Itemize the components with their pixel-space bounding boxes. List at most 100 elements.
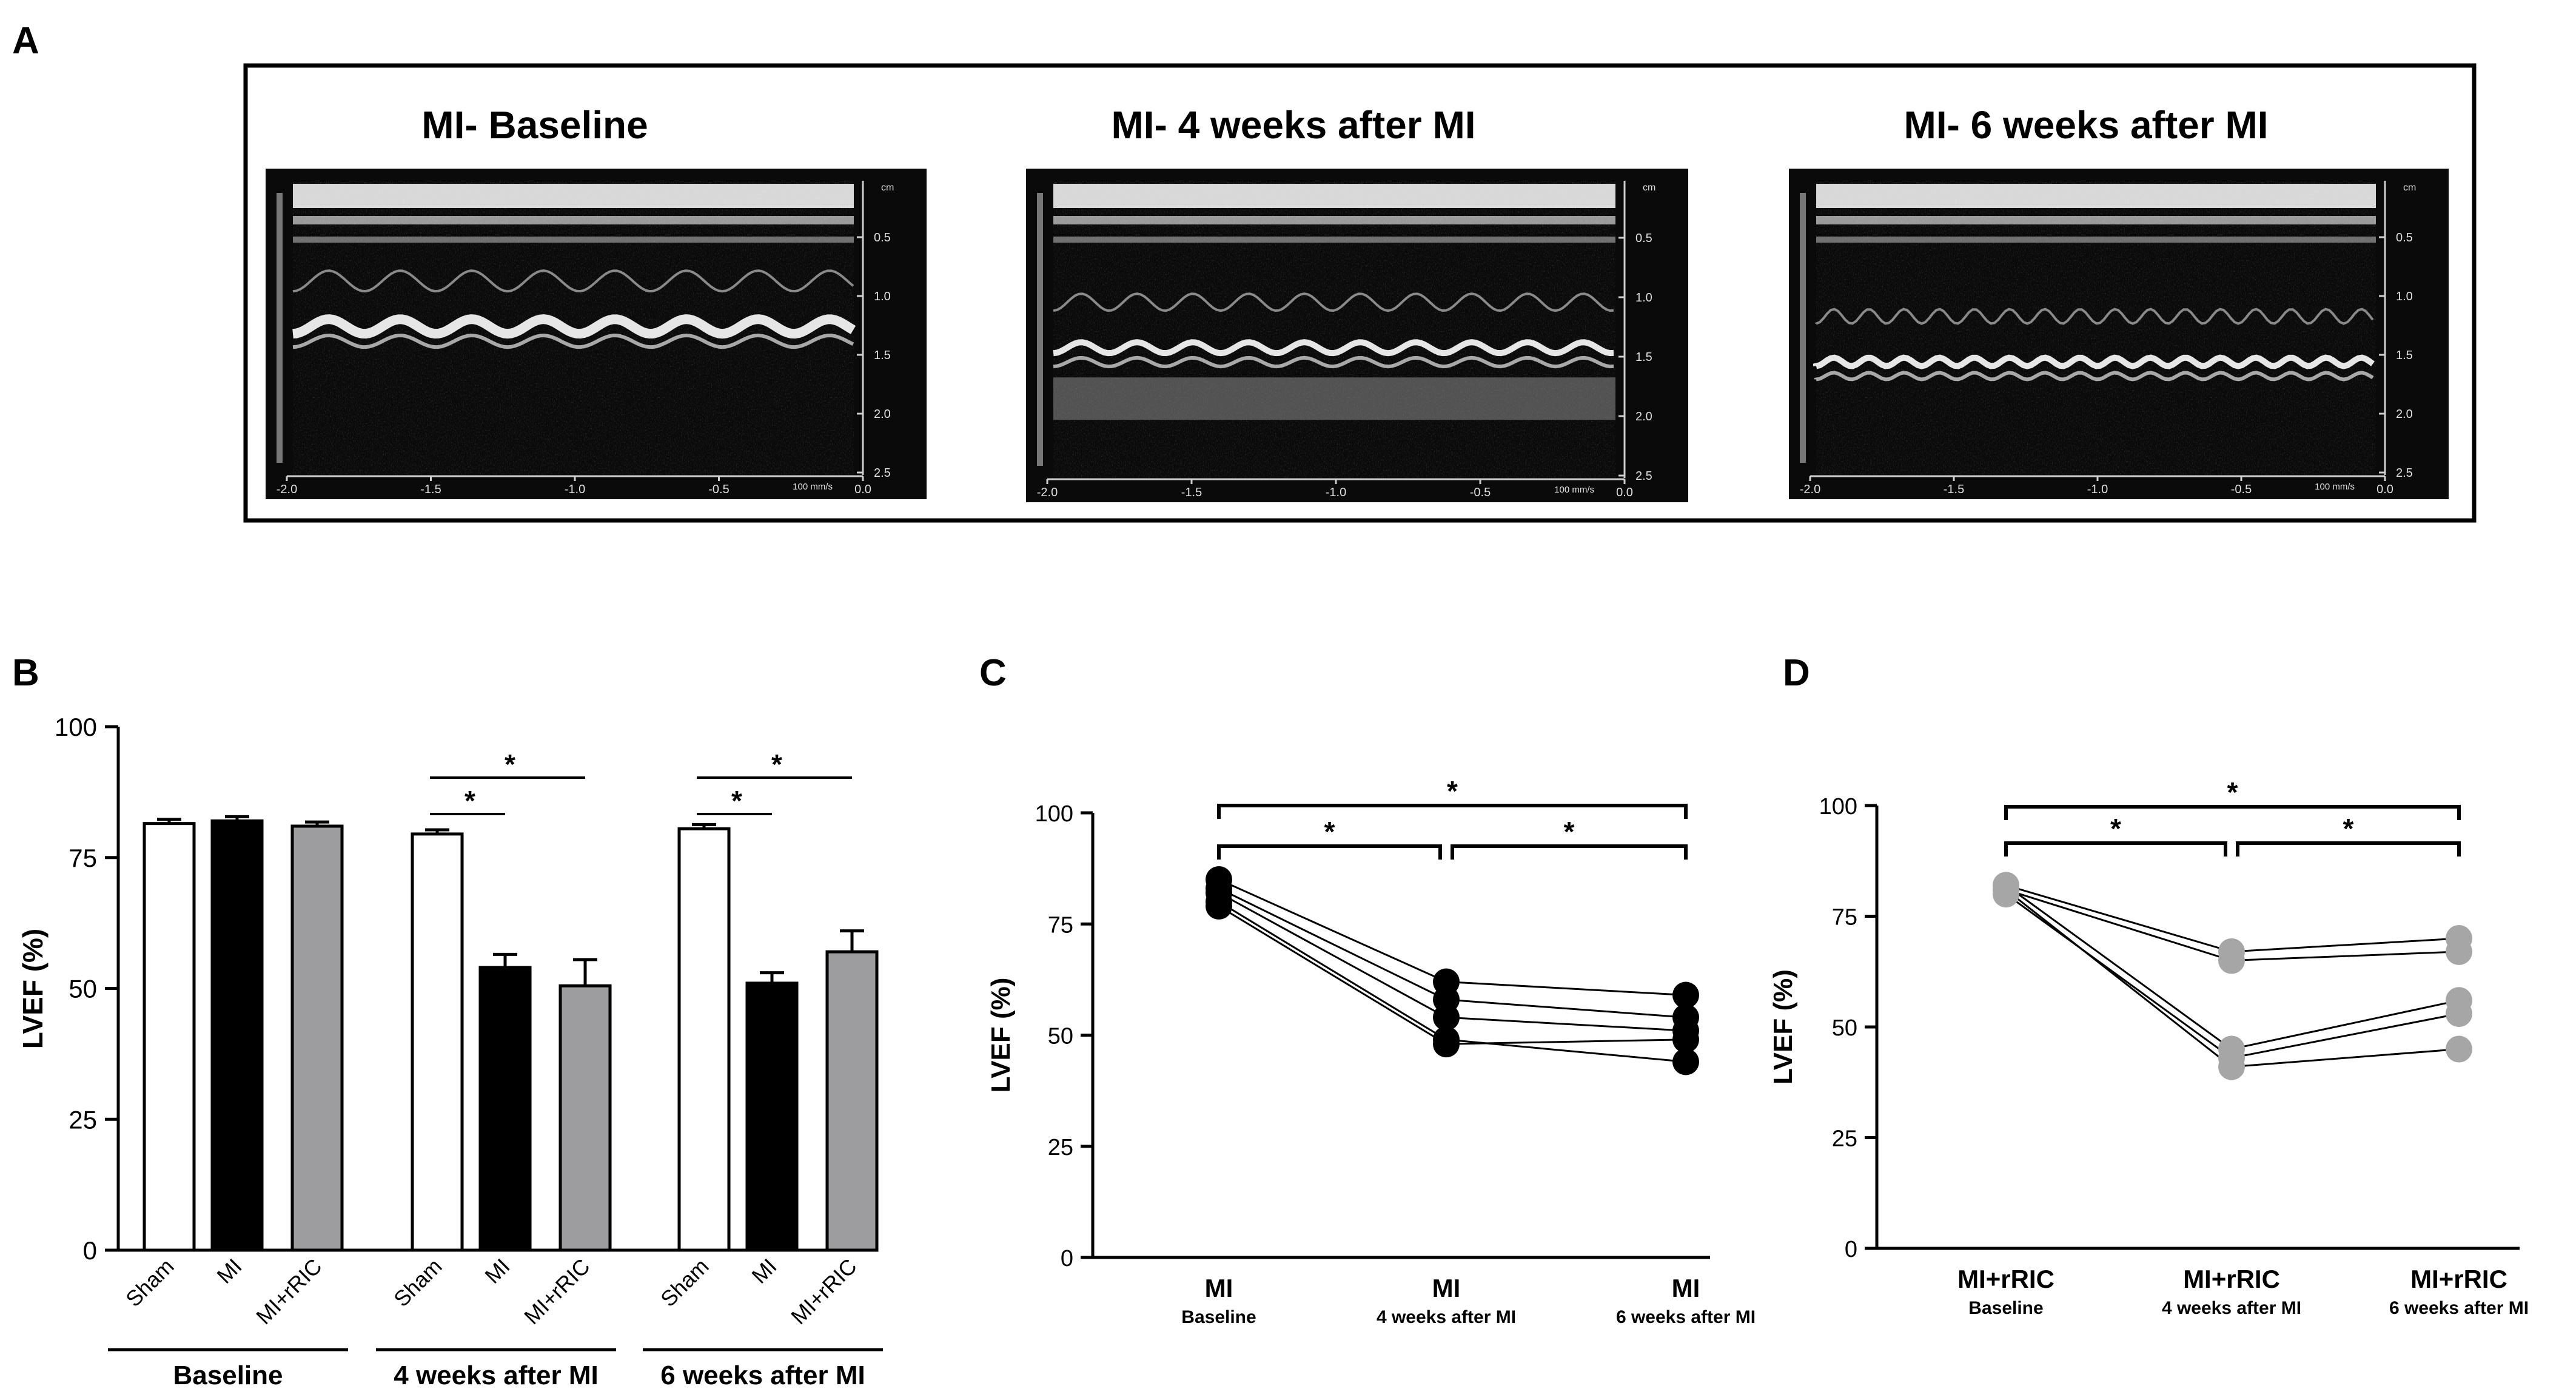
x-label-sub: 4 weeks after MI bbox=[1377, 1307, 1516, 1327]
y-tick-label: 75 bbox=[69, 844, 97, 872]
x-category-label: Sham bbox=[656, 1254, 713, 1311]
echo-title-0: MI- Baseline bbox=[421, 103, 648, 147]
panel-a-frame bbox=[243, 63, 2477, 523]
echo-sweep-label: 100 mm/s bbox=[2315, 482, 2355, 492]
bar-6-weeks-after-mi-2 bbox=[825, 950, 879, 1252]
bar-4-weeks-after-mi-2 bbox=[558, 984, 612, 1252]
echo-time-label: -0.5 bbox=[2231, 483, 2252, 496]
panel-label-a: A bbox=[12, 20, 39, 62]
echo-depth-label: 2.0 bbox=[2396, 408, 2413, 421]
echo-posterior-wave bbox=[1053, 339, 1614, 357]
significance-star: * bbox=[2227, 776, 2238, 808]
echo-depth-label: 1.5 bbox=[874, 349, 891, 362]
echo-calibration-bar bbox=[1037, 193, 1043, 466]
x-label-main: MI bbox=[1432, 1274, 1461, 1302]
significance-bracket bbox=[1217, 844, 1442, 860]
echo-posterior-wave-2 bbox=[1814, 371, 2374, 382]
x-category-label: MI bbox=[746, 1254, 781, 1288]
y-axis-label: LVEF (%) bbox=[17, 929, 49, 1049]
echo-depth-label: 1.5 bbox=[2396, 349, 2413, 362]
panel-d-line-chart: 0 25 50 75 100 LVEF (%) MI+rRIC Baseline MI+rRIC… bbox=[1768, 776, 2529, 1318]
x-label-main: MI bbox=[1205, 1274, 1233, 1302]
significance-bracket bbox=[2004, 805, 2461, 820]
x-label-main: MI+rRIC bbox=[2183, 1265, 2280, 1293]
data-point bbox=[1672, 1048, 1699, 1075]
y-tick-label: 75 bbox=[1048, 912, 1073, 938]
significance-star: * bbox=[505, 749, 515, 780]
echo-sweep-label: 100 mm/s bbox=[793, 482, 833, 492]
echo-time-label: 0.0 bbox=[2376, 483, 2393, 496]
x-category-label: Sham bbox=[121, 1254, 178, 1311]
echo-depth-label: 2.0 bbox=[1635, 410, 1652, 423]
data-point bbox=[1433, 1004, 1460, 1031]
significance-star: * bbox=[2343, 813, 2354, 844]
bar-6-weeks-after-mi-1 bbox=[745, 981, 799, 1252]
significance-star: * bbox=[465, 785, 475, 816]
x-category-label: MI bbox=[480, 1254, 514, 1288]
significance-star: * bbox=[1324, 816, 1335, 847]
x-category-label: MI bbox=[212, 1254, 246, 1288]
y-axis-label: LVEF (%) bbox=[986, 978, 1016, 1093]
echo-diffuse-band bbox=[1053, 377, 1615, 420]
data-point bbox=[1206, 892, 1232, 920]
echo-time-label: -2.0 bbox=[1037, 486, 1058, 499]
echo-depth-label: 1.0 bbox=[2396, 290, 2413, 303]
panel-label-d: D bbox=[1783, 652, 1810, 694]
significance-bracket bbox=[1217, 804, 1688, 819]
y-tick-label: 100 bbox=[1035, 801, 1073, 827]
bar-4-weeks-after-mi-0 bbox=[411, 832, 464, 1252]
bar-baseline-1 bbox=[210, 819, 264, 1252]
data-point bbox=[1993, 876, 2019, 903]
data-point bbox=[2218, 947, 2245, 974]
significance-star: * bbox=[771, 749, 782, 780]
y-tick-label: 50 bbox=[69, 975, 97, 1003]
y-tick-label: 0 bbox=[1845, 1237, 1857, 1262]
x-category-label: MI+rRIC bbox=[786, 1254, 861, 1329]
y-tick-label: 25 bbox=[1048, 1135, 1073, 1160]
echo-depth-unit: cm bbox=[2403, 183, 2416, 193]
y-tick-label: 0 bbox=[83, 1236, 97, 1265]
echo-depth-label: 1.5 bbox=[1635, 351, 1652, 364]
echo-posterior-wave-2 bbox=[292, 333, 854, 349]
echo-depth-unit: cm bbox=[881, 183, 894, 193]
echo-time-label: -1.0 bbox=[1326, 486, 1346, 499]
data-point bbox=[2446, 938, 2472, 965]
group-label: 4 weeks after MI bbox=[394, 1361, 599, 1390]
y-tick-label: 50 bbox=[1832, 1015, 1857, 1041]
echo-time-label: -1.0 bbox=[565, 483, 585, 496]
echo-depth-label: 1.0 bbox=[1635, 291, 1652, 305]
x-label-main: MI+rRIC bbox=[1957, 1265, 2054, 1293]
x-label-main: MI+rRIC bbox=[2410, 1265, 2507, 1293]
x-label-sub: 6 weeks after MI bbox=[1616, 1307, 1756, 1327]
echo-depth-label: 2.5 bbox=[1635, 469, 1652, 483]
data-point bbox=[1433, 1031, 1460, 1058]
x-category-label: MI+rRIC bbox=[519, 1254, 594, 1329]
echo-time-label: -1.5 bbox=[420, 483, 441, 496]
y-tick-label: 100 bbox=[1819, 794, 1857, 819]
echo-posterior-wave bbox=[292, 314, 856, 339]
echo-time-label: -1.5 bbox=[1181, 486, 1202, 499]
echo-time-label: -2.0 bbox=[277, 483, 297, 496]
panel-label-b: B bbox=[12, 652, 39, 694]
echo-speckle bbox=[1053, 181, 1615, 478]
echo-time-label: -2.0 bbox=[1800, 483, 1820, 496]
echo-depth-unit: cm bbox=[1643, 183, 1655, 193]
y-tick-label: 100 bbox=[55, 713, 97, 741]
echo-septum-wave bbox=[292, 269, 854, 293]
echo-depth-label: 0.5 bbox=[1635, 232, 1652, 245]
data-point bbox=[2446, 1035, 2472, 1063]
x-label-sub: Baseline bbox=[1968, 1298, 2043, 1318]
echo-images: MI- Baseline cm 0.5 1.0 1.5 2.0 2.5 -2.0 -1.5 -1.… bbox=[266, 103, 2449, 502]
echo-time-label: -0.5 bbox=[708, 483, 729, 496]
echo-time-label: -1.5 bbox=[1944, 483, 1964, 496]
significance-bracket bbox=[1451, 844, 1688, 860]
x-category-label: MI+rRIC bbox=[251, 1254, 326, 1329]
echo-depth-label: 2.5 bbox=[2396, 466, 2413, 480]
significance-bracket bbox=[2236, 841, 2461, 856]
significance-star: * bbox=[731, 785, 742, 816]
bar-4-weeks-after-mi-1 bbox=[478, 966, 532, 1252]
significance-star: * bbox=[1564, 816, 1575, 847]
echo-time-label: -1.0 bbox=[2087, 483, 2108, 496]
data-point bbox=[2218, 1053, 2245, 1080]
